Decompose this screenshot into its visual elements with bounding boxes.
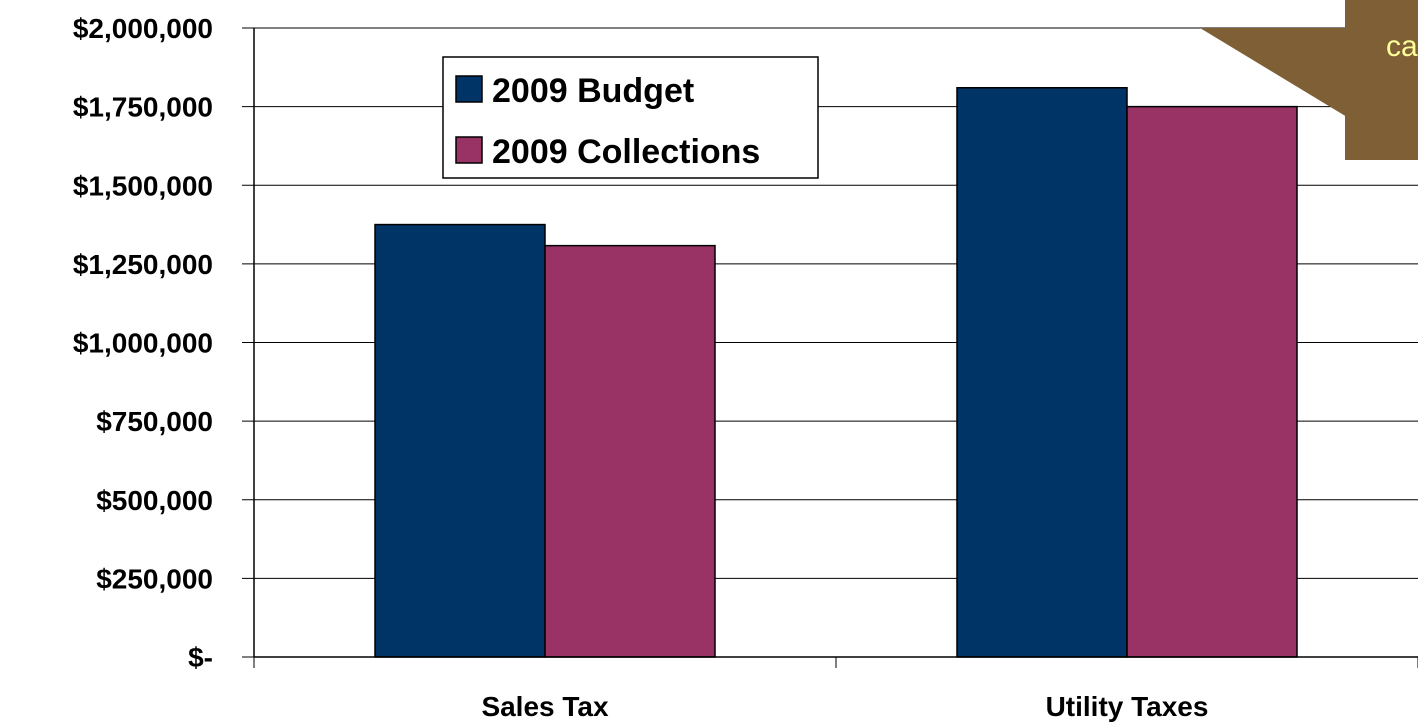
y-tick-label: $1,000,000 bbox=[73, 328, 213, 359]
y-tick-label: $750,000 bbox=[96, 406, 213, 437]
y-tick-label: $250,000 bbox=[96, 563, 213, 594]
bar-2009-budget bbox=[956, 87, 1128, 658]
callout-box bbox=[1345, 0, 1418, 160]
x-category-label: Utility Taxes bbox=[1046, 691, 1209, 722]
legend-label-2009-budget: 2009 Budget bbox=[492, 72, 694, 110]
y-tick-label: $- bbox=[188, 642, 213, 673]
y-tick-label: $500,000 bbox=[96, 485, 213, 516]
x-axis-labels: Sales Tax Utility Taxes bbox=[481, 691, 1208, 722]
axes bbox=[253, 28, 1418, 668]
bars bbox=[374, 87, 1298, 658]
x-category-label: Sales Tax bbox=[481, 691, 609, 722]
callout-shape: ca bbox=[1200, 0, 1418, 160]
legend-swatch-2009-budget bbox=[455, 75, 483, 103]
bar-2009-collections bbox=[544, 244, 716, 658]
bar-2009-budget bbox=[374, 223, 546, 658]
legend-swatch-2009-collections bbox=[455, 136, 483, 164]
legend-box bbox=[442, 56, 819, 179]
y-tick-label: $1,750,000 bbox=[73, 92, 213, 123]
y-tick-label: $1,500,000 bbox=[73, 170, 213, 201]
y-tick-label: $2,000,000 bbox=[73, 13, 213, 44]
legend-label-2009-collections: 2009 Collections bbox=[492, 133, 760, 171]
legend: 2009 Budget 2009 Collections bbox=[442, 56, 819, 179]
y-axis-ticks: $- $250,000 $500,000 $750,000 $1,000,000 $1,2… bbox=[73, 13, 254, 673]
callout-text: ca bbox=[1386, 30, 1418, 63]
y-tick-label: $1,250,000 bbox=[73, 249, 213, 280]
bar-2009-collections bbox=[1126, 105, 1298, 658]
